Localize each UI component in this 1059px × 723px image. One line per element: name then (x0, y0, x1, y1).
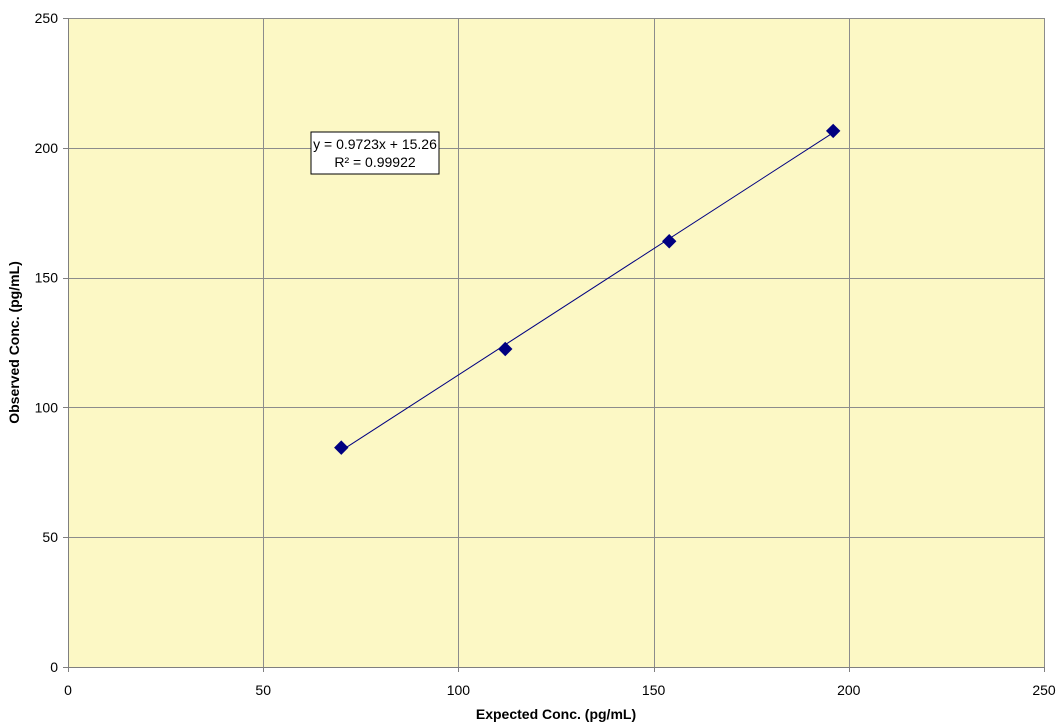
equation-box-frame (310, 131, 440, 175)
y-tick-label: 200 (35, 140, 59, 156)
x-tick-label: 200 (837, 682, 861, 698)
y-tick-label: 250 (35, 10, 59, 26)
data-points (334, 123, 841, 455)
tick-labels: 0 50 100 150 200 250 0 50 100 150 200 250 (35, 10, 1056, 698)
axes (63, 18, 1045, 672)
x-tick-label: 150 (642, 682, 666, 698)
x-tick-label: 250 (1032, 682, 1056, 698)
r-squared-label: R² = 0.99922 (334, 154, 416, 170)
y-axis-title: Observed Conc. (pg/mL) (6, 261, 22, 424)
x-axis-title: Expected Conc. (pg/mL) (476, 706, 636, 722)
y-tick-label: 0 (50, 659, 58, 675)
equation-box: y = 0.9723x + 15.26 R² = 0.99922 (310, 131, 440, 175)
y-tick-label: 100 (35, 399, 59, 415)
y-tick-label: 150 (35, 270, 59, 286)
data-point (825, 123, 841, 139)
y-tick-label: 50 (42, 529, 58, 545)
x-tick-label: 0 (64, 682, 72, 698)
x-tick-label: 100 (447, 682, 471, 698)
x-tick-label: 50 (255, 682, 271, 698)
data-point (662, 234, 677, 249)
plot-area (68, 18, 1044, 667)
trendline (341, 132, 834, 452)
data-point (498, 341, 513, 357)
trendline-layer (341, 132, 834, 452)
trendline-equation: y = 0.9723x + 15.26 (313, 136, 437, 152)
data-point (334, 440, 349, 455)
